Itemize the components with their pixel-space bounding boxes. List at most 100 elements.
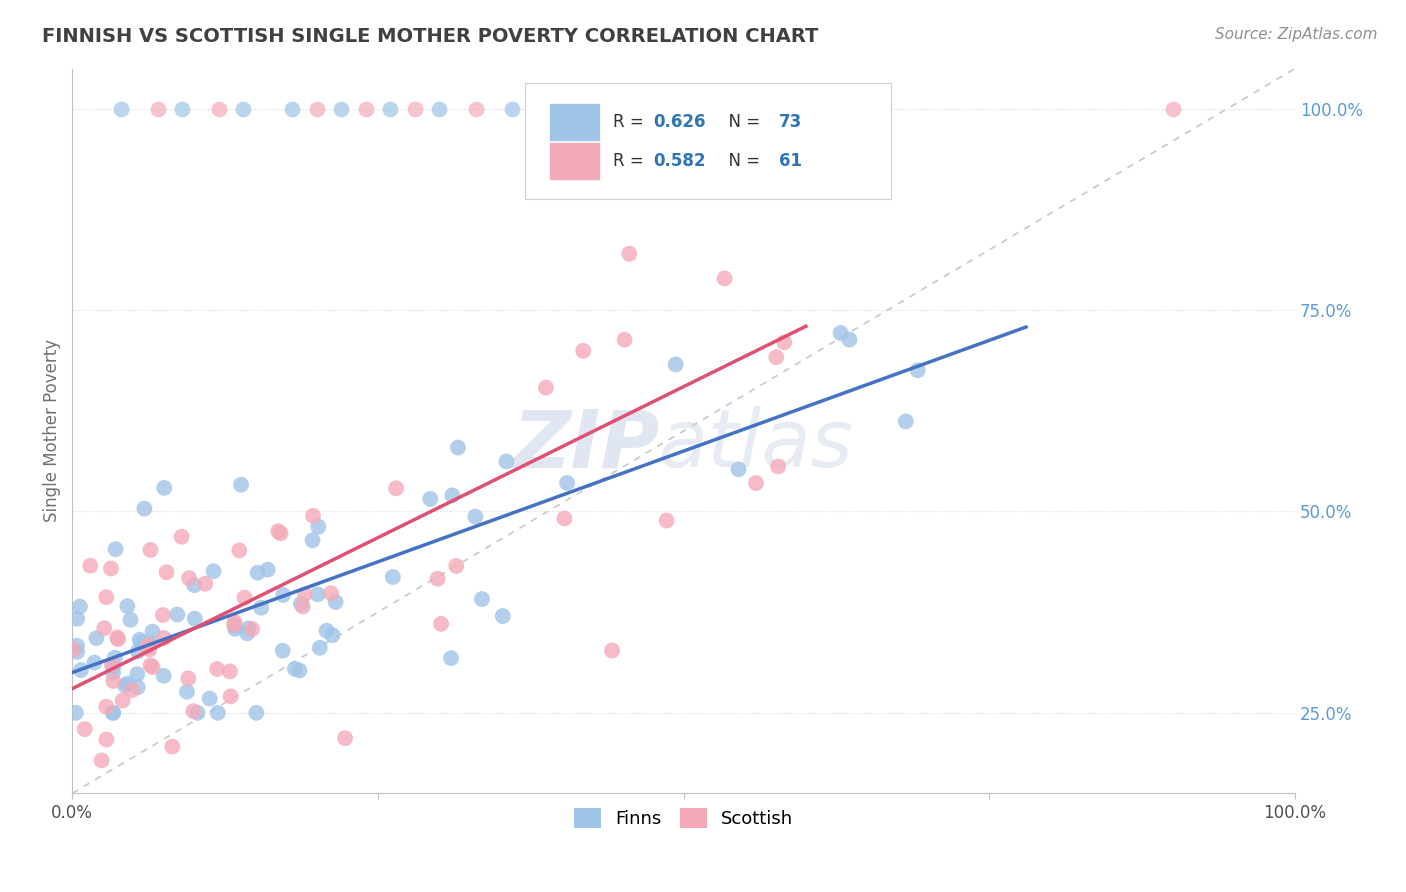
Point [187, 706, 209, 720]
Point [492, 609, 515, 624]
Point [441, 488, 464, 502]
Point [114, 679, 136, 693]
Point [766, 459, 789, 474]
Point [166, 607, 188, 622]
Point [69, 599, 91, 614]
Point [207, 706, 229, 720]
Point [96, 732, 118, 747]
Point [307, 587, 329, 601]
Text: N =: N = [718, 153, 765, 170]
Text: 73: 73 [779, 113, 803, 131]
Point [245, 706, 267, 720]
Point [153, 631, 176, 645]
Point [288, 664, 311, 678]
Point [194, 577, 217, 591]
Point [100, 657, 122, 672]
Point [672, 102, 695, 116]
Point [426, 572, 449, 586]
FancyBboxPatch shape [524, 83, 891, 199]
Point [404, 102, 426, 116]
Point [146, 102, 169, 116]
Point [307, 519, 329, 533]
Point [291, 599, 314, 614]
Text: 0.626: 0.626 [652, 113, 706, 131]
Point [155, 566, 177, 580]
Point [444, 558, 467, 573]
Text: 61: 61 [779, 153, 801, 170]
Point [232, 102, 254, 116]
Point [183, 578, 205, 592]
Point [619, 246, 641, 260]
Point [238, 622, 260, 636]
Point [117, 599, 139, 613]
Point [721, 102, 744, 116]
Y-axis label: Single Mother Poverty: Single Mother Poverty [44, 339, 60, 523]
Point [101, 665, 124, 680]
Point [70, 663, 93, 677]
Point [378, 102, 401, 116]
Point [271, 588, 294, 602]
Point [170, 530, 193, 544]
Point [354, 102, 377, 116]
Point [162, 739, 184, 754]
Point [246, 566, 269, 580]
Point [534, 380, 557, 394]
Point [153, 481, 176, 495]
Point [894, 414, 917, 428]
Point [419, 491, 441, 506]
Point [66, 612, 89, 626]
Point [302, 508, 325, 523]
Point [256, 563, 278, 577]
Point [100, 561, 122, 575]
Point [562, 102, 585, 116]
Point [330, 102, 353, 116]
Point [290, 597, 312, 611]
Point [66, 645, 89, 659]
Point [636, 102, 658, 116]
Point [381, 570, 404, 584]
Point [838, 333, 860, 347]
Point [120, 613, 142, 627]
Point [325, 595, 347, 609]
Point [134, 501, 156, 516]
Point [219, 690, 242, 704]
Point [236, 626, 259, 640]
Point [440, 651, 463, 665]
Point [572, 343, 595, 358]
FancyBboxPatch shape [550, 143, 600, 180]
Point [177, 571, 200, 585]
Point [184, 612, 207, 626]
Point [131, 635, 153, 649]
Point [138, 642, 160, 657]
Point [121, 683, 143, 698]
Text: R =: R = [613, 153, 648, 170]
Point [127, 667, 149, 681]
Point [713, 271, 735, 285]
Point [271, 643, 294, 657]
Point [555, 475, 578, 490]
FancyBboxPatch shape [550, 103, 600, 141]
Point [794, 102, 817, 116]
Point [495, 454, 517, 468]
Point [1161, 102, 1184, 116]
Text: ZIP: ZIP [512, 407, 659, 484]
Point [219, 665, 242, 679]
Point [333, 731, 356, 746]
Point [301, 533, 323, 548]
Point [139, 636, 162, 650]
Point [267, 524, 290, 539]
Point [111, 693, 134, 707]
Point [430, 616, 453, 631]
Point [73, 722, 96, 736]
Point [464, 509, 486, 524]
Point [655, 514, 678, 528]
Text: 0.582: 0.582 [652, 153, 706, 170]
Point [613, 333, 636, 347]
Point [319, 586, 342, 600]
Point [321, 628, 343, 642]
Point [284, 662, 307, 676]
Point [202, 564, 225, 578]
Point [727, 462, 749, 476]
Point [447, 441, 470, 455]
Point [228, 543, 250, 558]
